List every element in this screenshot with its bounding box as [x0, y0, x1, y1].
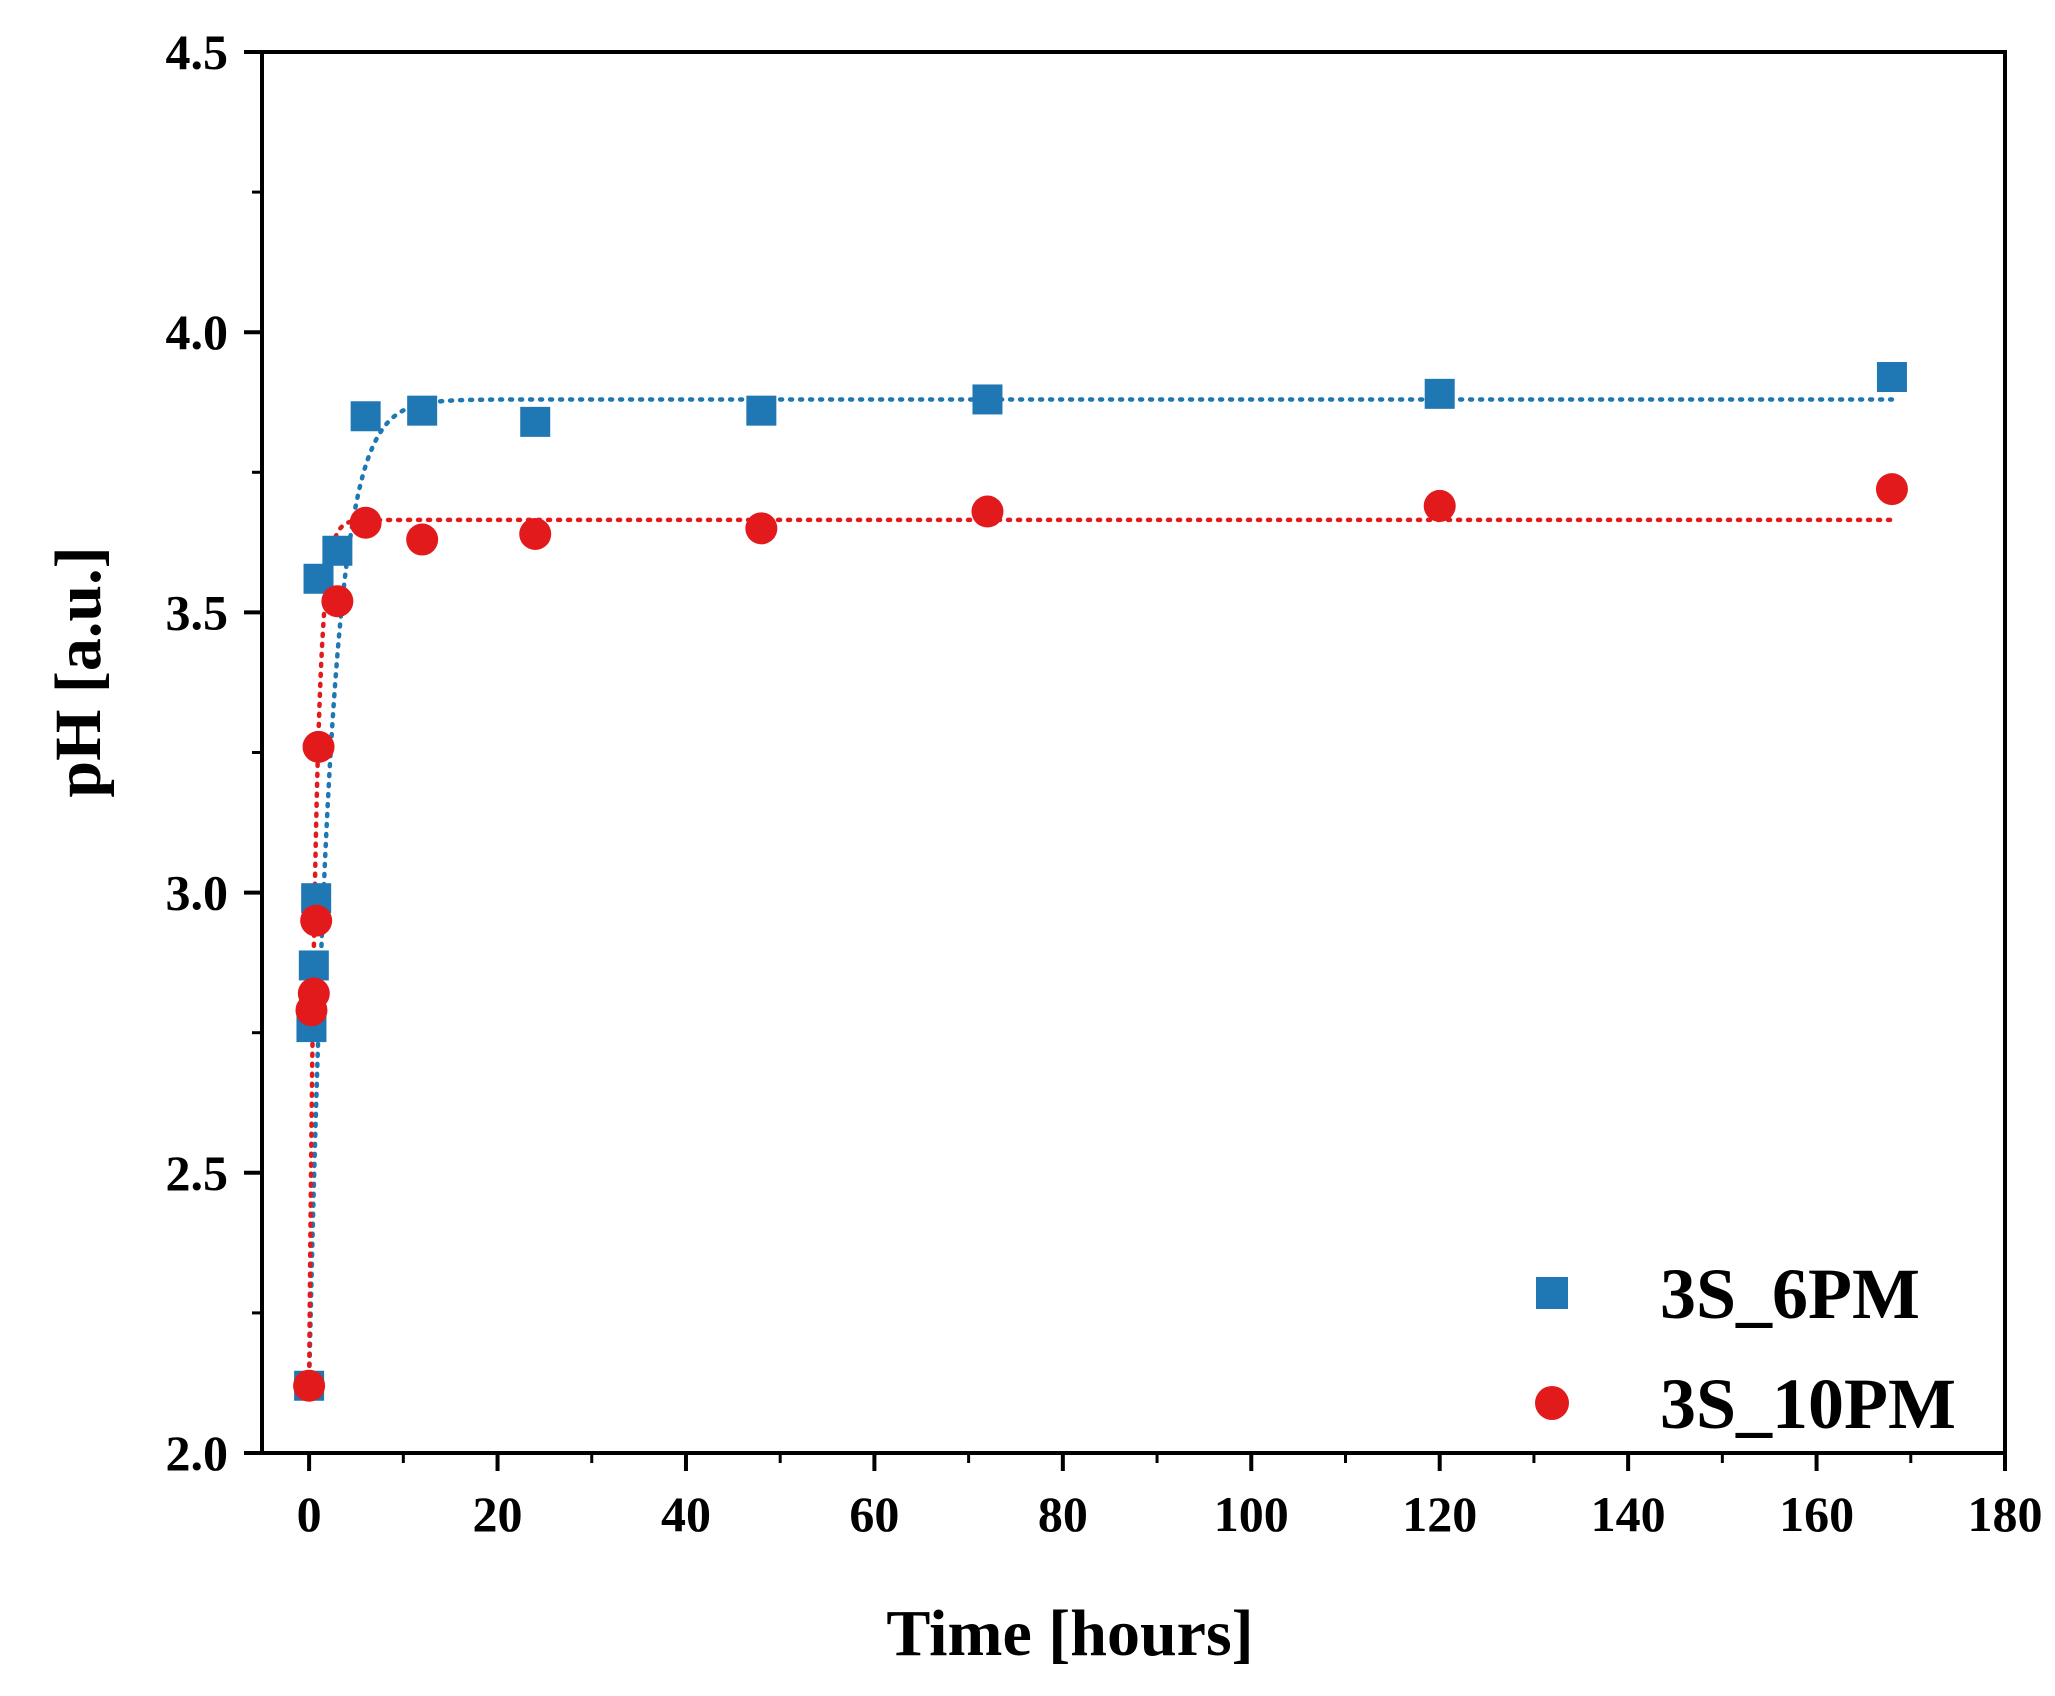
data-point-3s-6pm	[1424, 378, 1455, 409]
y-axis-ticks: 2.0 2.5 3.0 3.5 4.0 4.5	[166, 24, 262, 1481]
plot-frame	[260, 50, 2007, 1455]
x-tick-label: 160	[1779, 1486, 1854, 1542]
y-tick-label: 2.5	[166, 1145, 229, 1201]
data-point-3s-10pm	[302, 730, 335, 763]
data-point-3s-6pm	[322, 535, 353, 566]
data-point-3s-10pm	[1423, 489, 1456, 522]
fit-curve-3s-6pm	[306, 397, 1895, 1388]
legend-label: 3S_10PM	[1660, 1364, 1956, 1444]
x-tick-label: 60	[849, 1486, 899, 1542]
data-point-3s-10pm	[300, 904, 333, 937]
y-tick-label: 3.0	[166, 865, 229, 921]
data-point-3s-10pm	[406, 523, 439, 556]
y-tick-label: 4.5	[166, 24, 229, 80]
legend-marker-square	[1536, 1277, 1568, 1309]
x-tick-label: 20	[473, 1486, 523, 1542]
x-axis-title: Time [hours]	[886, 1597, 1253, 1670]
data-points	[293, 362, 1908, 1402]
plot-frame-group	[260, 50, 2007, 1455]
x-tick-label: 180	[1968, 1486, 2043, 1542]
fit-curve-3s-10pm	[306, 517, 1895, 1388]
y-tick-label: 4.0	[166, 304, 229, 360]
x-tick-label: 80	[1038, 1486, 1088, 1542]
x-tick-label: 0	[297, 1486, 322, 1542]
legend-label: 3S_6PM	[1660, 1254, 1920, 1334]
legend-marker-circle	[1535, 1386, 1569, 1420]
data-point-3s-10pm	[971, 495, 1004, 528]
data-point-3s-6pm	[298, 950, 329, 981]
data-point-3s-6pm	[1876, 362, 1907, 393]
x-tick-label: 40	[661, 1486, 711, 1542]
y-tick-label: 3.5	[166, 584, 229, 640]
data-point-3s-6pm	[746, 395, 777, 426]
data-point-3s-10pm	[293, 1369, 326, 1402]
y-axis-title: pH [a.u.]	[42, 546, 115, 797]
data-point-3s-6pm	[350, 401, 381, 432]
data-point-3s-6pm	[972, 384, 1003, 415]
data-point-3s-10pm	[1875, 473, 1908, 506]
x-tick-label: 120	[1402, 1486, 1477, 1542]
data-point-3s-10pm	[519, 517, 552, 550]
x-axis-ticks: 0 20 40 60 80 100 120 140 160 180	[297, 1453, 2043, 1542]
data-point-3s-6pm	[407, 395, 438, 426]
data-point-3s-6pm	[520, 406, 551, 437]
x-tick-label: 100	[1214, 1486, 1289, 1542]
x-tick-label: 140	[1591, 1486, 1666, 1542]
y-tick-label: 2.0	[166, 1425, 229, 1481]
data-point-3s-10pm	[745, 512, 778, 545]
data-point-3s-10pm	[321, 585, 354, 618]
fit-curves	[306, 397, 1895, 1388]
legend: 3S_6PM 3S_10PM	[1535, 1254, 1956, 1444]
data-point-3s-10pm	[297, 977, 330, 1010]
data-point-3s-10pm	[349, 506, 382, 539]
